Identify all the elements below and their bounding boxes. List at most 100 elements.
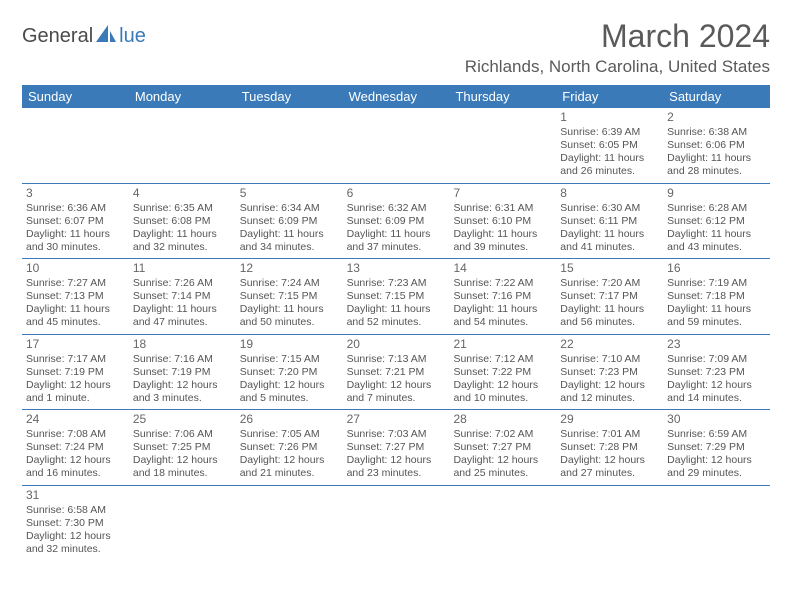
day-number: 31 <box>26 488 125 503</box>
daylight-line: Daylight: 12 hours and 3 minutes. <box>133 379 232 405</box>
sunset-line: Sunset: 7:16 PM <box>453 290 552 303</box>
day-cell <box>129 108 236 183</box>
day-number: 6 <box>347 186 446 201</box>
day-number: 1 <box>560 110 659 125</box>
day-cell <box>449 108 556 183</box>
header: General lue March 2024 Richlands, North … <box>22 18 770 77</box>
sunrise-line: Sunrise: 6:38 AM <box>667 126 766 139</box>
sunset-line: Sunset: 7:19 PM <box>26 366 125 379</box>
sunrise-line: Sunrise: 7:22 AM <box>453 277 552 290</box>
sunset-line: Sunset: 6:11 PM <box>560 215 659 228</box>
daylight-line: Daylight: 11 hours and 43 minutes. <box>667 228 766 254</box>
day-cell: 15Sunrise: 7:20 AMSunset: 7:17 PMDayligh… <box>556 259 663 334</box>
daylight-line: Daylight: 11 hours and 39 minutes. <box>453 228 552 254</box>
day-number: 12 <box>240 261 339 276</box>
daylight-line: Daylight: 11 hours and 41 minutes. <box>560 228 659 254</box>
sunset-line: Sunset: 6:09 PM <box>240 215 339 228</box>
day-cell: 12Sunrise: 7:24 AMSunset: 7:15 PMDayligh… <box>236 259 343 334</box>
sunset-line: Sunset: 7:24 PM <box>26 441 125 454</box>
sunset-line: Sunset: 7:22 PM <box>453 366 552 379</box>
daylight-line: Daylight: 11 hours and 37 minutes. <box>347 228 446 254</box>
sunrise-line: Sunrise: 7:24 AM <box>240 277 339 290</box>
location: Richlands, North Carolina, United States <box>465 57 770 77</box>
day-cell <box>343 108 450 183</box>
daylight-line: Daylight: 12 hours and 5 minutes. <box>240 379 339 405</box>
title-block: March 2024 Richlands, North Carolina, Un… <box>465 18 770 77</box>
daylight-line: Daylight: 11 hours and 59 minutes. <box>667 303 766 329</box>
sunrise-line: Sunrise: 7:19 AM <box>667 277 766 290</box>
daylight-line: Daylight: 12 hours and 1 minute. <box>26 379 125 405</box>
sunrise-line: Sunrise: 7:26 AM <box>133 277 232 290</box>
sunset-line: Sunset: 7:21 PM <box>347 366 446 379</box>
sunrise-line: Sunrise: 7:08 AM <box>26 428 125 441</box>
day-cell: 24Sunrise: 7:08 AMSunset: 7:24 PMDayligh… <box>22 410 129 485</box>
sunset-line: Sunset: 7:15 PM <box>240 290 339 303</box>
sunset-line: Sunset: 7:17 PM <box>560 290 659 303</box>
day-number: 13 <box>347 261 446 276</box>
sunrise-line: Sunrise: 6:36 AM <box>26 202 125 215</box>
sunset-line: Sunset: 7:14 PM <box>133 290 232 303</box>
sunrise-line: Sunrise: 6:59 AM <box>667 428 766 441</box>
day-number: 29 <box>560 412 659 427</box>
day-cell: 8Sunrise: 6:30 AMSunset: 6:11 PMDaylight… <box>556 184 663 259</box>
sunset-line: Sunset: 7:27 PM <box>347 441 446 454</box>
daylight-line: Daylight: 12 hours and 10 minutes. <box>453 379 552 405</box>
daylight-line: Daylight: 12 hours and 23 minutes. <box>347 454 446 480</box>
day-number: 15 <box>560 261 659 276</box>
sunrise-line: Sunrise: 6:35 AM <box>133 202 232 215</box>
day-cell: 30Sunrise: 6:59 AMSunset: 7:29 PMDayligh… <box>663 410 770 485</box>
day-cell: 19Sunrise: 7:15 AMSunset: 7:20 PMDayligh… <box>236 335 343 410</box>
daylight-line: Daylight: 11 hours and 32 minutes. <box>133 228 232 254</box>
daylight-line: Daylight: 11 hours and 47 minutes. <box>133 303 232 329</box>
day-cell <box>343 486 450 561</box>
day-header: Sunday <box>22 85 129 108</box>
sunset-line: Sunset: 6:05 PM <box>560 139 659 152</box>
calendar: SundayMondayTuesdayWednesdayThursdayFrid… <box>22 85 770 560</box>
sunset-line: Sunset: 7:23 PM <box>667 366 766 379</box>
day-number: 22 <box>560 337 659 352</box>
sunset-line: Sunset: 7:26 PM <box>240 441 339 454</box>
day-cell: 2Sunrise: 6:38 AMSunset: 6:06 PMDaylight… <box>663 108 770 183</box>
day-number: 11 <box>133 261 232 276</box>
day-number: 27 <box>347 412 446 427</box>
sunrise-line: Sunrise: 6:30 AM <box>560 202 659 215</box>
day-cell <box>556 486 663 561</box>
daylight-line: Daylight: 11 hours and 56 minutes. <box>560 303 659 329</box>
day-number: 7 <box>453 186 552 201</box>
sunrise-line: Sunrise: 6:34 AM <box>240 202 339 215</box>
day-cell <box>449 486 556 561</box>
day-number: 23 <box>667 337 766 352</box>
day-header: Friday <box>556 85 663 108</box>
day-number: 8 <box>560 186 659 201</box>
day-number: 17 <box>26 337 125 352</box>
day-cell: 23Sunrise: 7:09 AMSunset: 7:23 PMDayligh… <box>663 335 770 410</box>
day-cell: 1Sunrise: 6:39 AMSunset: 6:05 PMDaylight… <box>556 108 663 183</box>
day-cell: 22Sunrise: 7:10 AMSunset: 7:23 PMDayligh… <box>556 335 663 410</box>
day-cell: 4Sunrise: 6:35 AMSunset: 6:08 PMDaylight… <box>129 184 236 259</box>
sunset-line: Sunset: 7:23 PM <box>560 366 659 379</box>
week-row: 1Sunrise: 6:39 AMSunset: 6:05 PMDaylight… <box>22 108 770 184</box>
day-header: Wednesday <box>343 85 450 108</box>
day-cell: 21Sunrise: 7:12 AMSunset: 7:22 PMDayligh… <box>449 335 556 410</box>
sunset-line: Sunset: 7:29 PM <box>667 441 766 454</box>
sunrise-line: Sunrise: 7:27 AM <box>26 277 125 290</box>
daylight-line: Daylight: 12 hours and 32 minutes. <box>26 530 125 556</box>
daylight-line: Daylight: 12 hours and 16 minutes. <box>26 454 125 480</box>
logo-text-general: General <box>22 25 93 48</box>
day-cell: 18Sunrise: 7:16 AMSunset: 7:19 PMDayligh… <box>129 335 236 410</box>
sunrise-line: Sunrise: 6:58 AM <box>26 504 125 517</box>
day-cell: 13Sunrise: 7:23 AMSunset: 7:15 PMDayligh… <box>343 259 450 334</box>
day-cell: 31Sunrise: 6:58 AMSunset: 7:30 PMDayligh… <box>22 486 129 561</box>
sunrise-line: Sunrise: 6:31 AM <box>453 202 552 215</box>
sunset-line: Sunset: 6:09 PM <box>347 215 446 228</box>
sunrise-line: Sunrise: 7:20 AM <box>560 277 659 290</box>
daylight-line: Daylight: 11 hours and 45 minutes. <box>26 303 125 329</box>
sunrise-line: Sunrise: 7:15 AM <box>240 353 339 366</box>
logo: General lue <box>22 24 146 49</box>
day-cell: 11Sunrise: 7:26 AMSunset: 7:14 PMDayligh… <box>129 259 236 334</box>
daylight-line: Daylight: 12 hours and 25 minutes. <box>453 454 552 480</box>
sunset-line: Sunset: 7:15 PM <box>347 290 446 303</box>
sunrise-line: Sunrise: 7:05 AM <box>240 428 339 441</box>
day-header: Saturday <box>663 85 770 108</box>
week-row: 17Sunrise: 7:17 AMSunset: 7:19 PMDayligh… <box>22 335 770 411</box>
